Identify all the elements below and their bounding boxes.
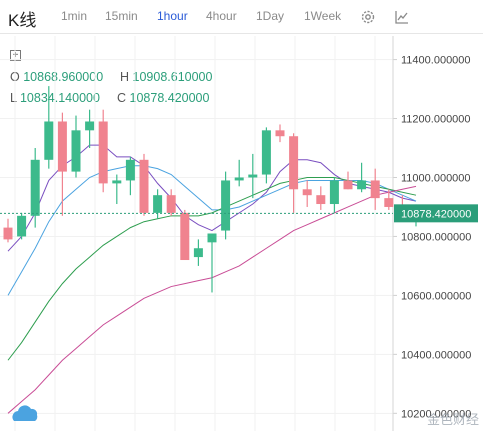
- timeframe-15min[interactable]: 15min: [105, 9, 138, 23]
- y-tick-label: 10400.000000: [401, 349, 471, 361]
- candle-body: [85, 121, 95, 131]
- moving-average-line: [7, 144, 417, 252]
- candle-body: [71, 130, 81, 172]
- candle-body: [411, 213, 421, 217]
- candle-body: [275, 130, 285, 137]
- candle-body: [30, 159, 40, 216]
- watermark: 金色财经: [426, 412, 479, 427]
- candle-body: [248, 174, 258, 178]
- y-tick-label: 11200.000000: [401, 114, 471, 126]
- ohlc-low-label: L: [10, 91, 17, 105]
- candle-body: [3, 227, 13, 240]
- cloud-logo-shape: [12, 405, 38, 421]
- candle-body: [302, 189, 312, 196]
- expand-icon[interactable]: +: [10, 50, 21, 61]
- ohlc-open-value: 10868.960000: [23, 70, 104, 84]
- ohlc-open-label: O: [10, 70, 20, 84]
- y-tick-label: 10800.000000: [401, 231, 471, 243]
- indicator-icon[interactable]: [394, 9, 410, 25]
- moving-average-line: [7, 176, 417, 361]
- toolbar: K线 1min 15min 1hour 4hour 1Day 1Week: [0, 0, 483, 34]
- candle-body: [329, 180, 339, 205]
- timeframe-1day[interactable]: 1Day: [256, 9, 285, 23]
- candle-body: [57, 121, 67, 172]
- candle-body: [234, 177, 244, 181]
- candle-body: [112, 180, 122, 184]
- chart-title: K线: [8, 11, 37, 30]
- candle-body: [180, 212, 190, 261]
- candle-body: [44, 121, 54, 160]
- candle-body: [357, 180, 367, 190]
- candle-body: [139, 159, 149, 213]
- gear-icon[interactable]: [360, 9, 376, 25]
- cloud-logo-icon: [12, 405, 38, 421]
- candle-body: [384, 198, 394, 207]
- moving-average-line: [7, 185, 417, 414]
- y-tick-label: 11400.000000: [401, 55, 471, 67]
- ohlc-low-value: 10834.140000: [19, 91, 100, 105]
- candle-body: [397, 206, 407, 216]
- candle-body: [98, 121, 108, 184]
- moving-average-line: [7, 165, 417, 296]
- ohlc-high-label: H: [120, 70, 130, 84]
- candle-body: [166, 195, 176, 213]
- candle-body: [17, 215, 27, 237]
- ohlc-close: C 10878.420000: [117, 91, 209, 105]
- candle-body: [289, 136, 299, 190]
- current-price-label-bg: [394, 204, 478, 223]
- timeframe-1week[interactable]: 1Week: [304, 9, 342, 23]
- candle-body: [125, 159, 135, 181]
- y-tick-label: 10600.000000: [401, 290, 471, 302]
- candle-body: [261, 130, 271, 175]
- current-price-label: 10878.420000: [401, 208, 471, 220]
- candle-body: [343, 180, 353, 190]
- y-tick-label: 11000.000000: [401, 172, 471, 184]
- timeframe-4hour[interactable]: 4hour: [206, 9, 237, 23]
- ohlc-high: H 10908.610000: [120, 70, 212, 84]
- ohlc-open: O 10868.960000: [10, 70, 103, 84]
- candle-body: [207, 233, 217, 243]
- candle-body: [221, 180, 231, 231]
- timeframe-1min[interactable]: 1min: [61, 9, 88, 23]
- ohlc-high-value: 10908.610000: [132, 70, 213, 84]
- candle-body: [153, 195, 163, 213]
- candle-body: [193, 248, 203, 258]
- ohlc-close-label: C: [117, 91, 127, 105]
- candle-body: [316, 195, 326, 205]
- timeframe-1hour[interactable]: 1hour: [157, 9, 188, 23]
- ohlc-low: L 10834.140000: [10, 91, 100, 105]
- candle-body: [370, 180, 380, 199]
- ohlc-close-value: 10878.420000: [129, 91, 210, 105]
